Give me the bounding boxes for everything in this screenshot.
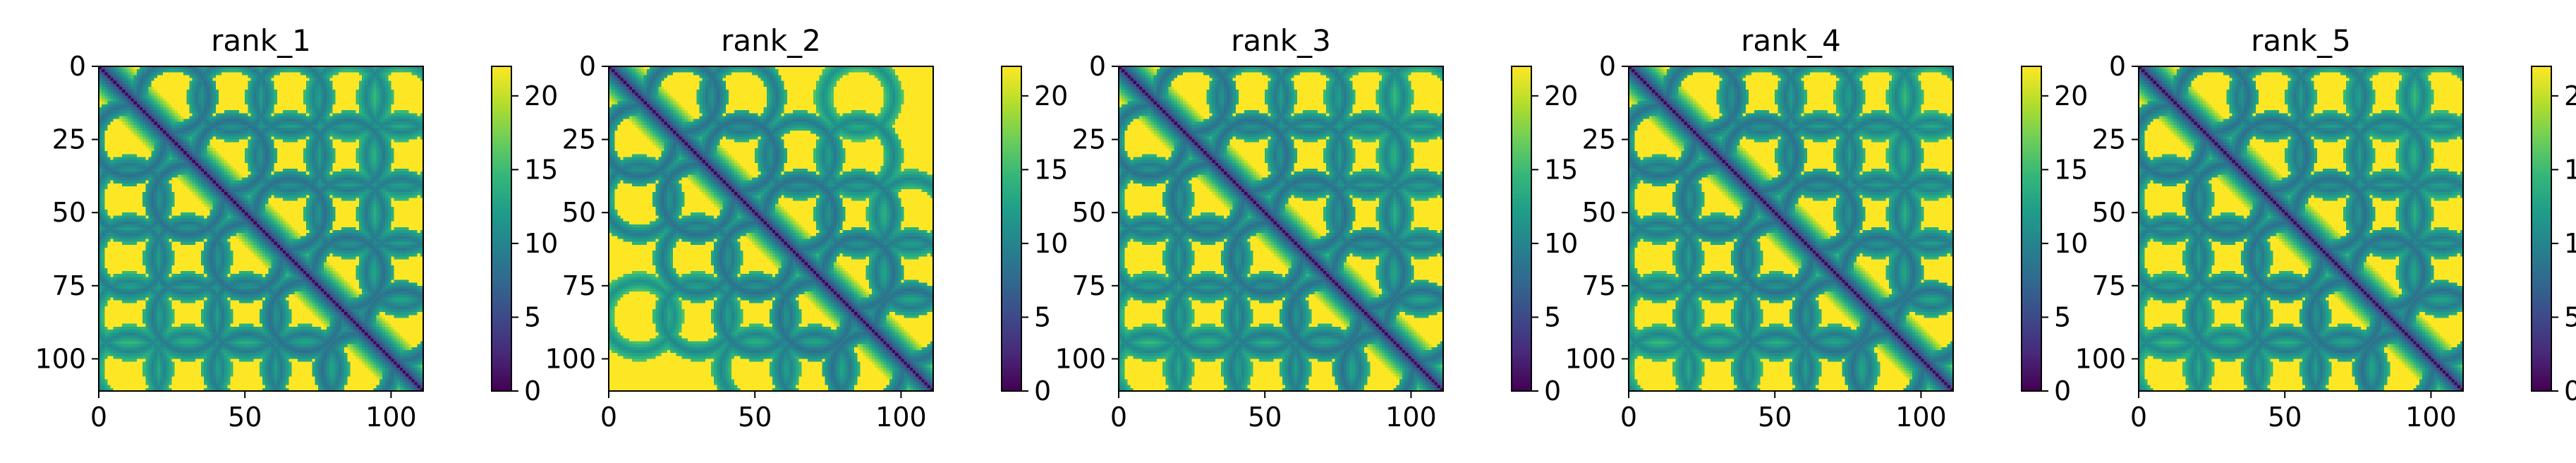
colorbar-tick-label: 5 [524,301,541,332]
y-tick-label: 75 [52,270,86,301]
y-tick-label: 100 [2074,343,2126,374]
heatmap-image [99,66,423,391]
chart-title: rank_5 [2251,23,2351,58]
colorbar-gradient [492,66,511,391]
chart-title: rank_4 [1741,23,1841,58]
y-tick-label: 0 [2109,51,2126,82]
colorbar-tick-label: 10 [1034,228,1068,259]
colorbar-tick-label: 20 [1544,80,1578,112]
y-tick-label: 100 [1565,343,1616,374]
chart-title: rank_2 [721,23,821,58]
heatmap-panel-5: rank_5050100025507510005101520 [2074,23,2576,433]
x-tick-label: 0 [90,402,107,433]
x-tick-label: 50 [1758,402,1792,433]
heatmap-image [1629,66,1953,391]
y-tick-label: 75 [2092,270,2126,301]
colorbar-tick-label: 10 [1544,228,1578,259]
heatmap-image [2139,66,2463,391]
colorbar-tick-label: 5 [2054,301,2071,332]
y-tick-label: 25 [52,124,86,155]
colorbar-tick-label: 20 [2564,80,2576,112]
colorbar-gradient [1002,66,1021,391]
x-tick-label: 0 [600,402,617,433]
colorbar-tick-label: 5 [1034,301,1051,332]
heatmap-image [609,66,933,391]
y-tick-label: 50 [52,197,86,228]
x-tick-label: 0 [1620,402,1637,433]
y-tick-label: 25 [1072,124,1106,155]
x-tick-label: 100 [365,402,417,433]
colorbar-gradient [2532,66,2551,391]
x-tick-label: 100 [2405,402,2457,433]
colorbar-tick-label: 20 [2054,80,2088,112]
colorbar-tick-label: 10 [524,228,558,259]
colorbar-gradient [2022,66,2041,391]
y-tick-label: 100 [1055,343,1106,374]
colorbar-tick-label: 15 [1544,154,1578,185]
y-tick-label: 100 [545,343,596,374]
colorbar-tick-label: 0 [524,375,541,407]
y-tick-label: 75 [562,270,596,301]
y-tick-label: 50 [562,197,596,228]
chart-title: rank_1 [211,23,311,58]
colorbar-tick-label: 0 [1544,375,1561,407]
colorbar-gradient [1512,66,1531,391]
x-tick-label: 100 [875,402,927,433]
colorbar-tick-label: 0 [2564,375,2576,407]
y-tick-label: 25 [2092,124,2126,155]
x-tick-label: 50 [1248,402,1282,433]
y-tick-label: 100 [35,343,86,374]
colorbar-tick-label: 15 [2564,154,2576,185]
y-tick-label: 50 [1072,197,1106,228]
x-tick-label: 50 [228,402,262,433]
x-tick-label: 50 [738,402,772,433]
x-tick-label: 100 [1895,402,1947,433]
colorbar-tick-label: 5 [1544,301,1561,332]
colorbar-tick-label: 20 [1034,80,1068,112]
y-tick-label: 75 [1072,270,1106,301]
colorbar-tick-label: 15 [2054,154,2088,185]
y-tick-label: 50 [1582,197,1616,228]
colorbar-tick-label: 5 [2564,301,2576,332]
y-tick-label: 0 [579,51,596,82]
chart-title: rank_3 [1231,23,1331,58]
colorbar-tick-label: 10 [2564,228,2576,259]
x-tick-label: 0 [2130,402,2147,433]
y-tick-label: 25 [1582,124,1616,155]
x-tick-label: 100 [1385,402,1437,433]
colorbar-tick-label: 15 [1034,154,1068,185]
colorbar-tick-label: 10 [2054,228,2088,259]
y-tick-label: 50 [2092,197,2126,228]
y-tick-label: 0 [1089,51,1106,82]
colorbar-tick-label: 20 [524,80,558,112]
x-tick-label: 0 [1110,402,1127,433]
heatmap-image [1119,66,1443,391]
colorbar-tick-label: 0 [2054,375,2071,407]
y-tick-label: 25 [562,124,596,155]
y-tick-label: 0 [69,51,86,82]
colorbar-tick-label: 0 [1034,375,1051,407]
colorbar-tick-label: 15 [524,154,558,185]
y-tick-label: 0 [1599,51,1616,82]
x-tick-label: 50 [2268,402,2302,433]
y-tick-label: 75 [1582,270,1616,301]
